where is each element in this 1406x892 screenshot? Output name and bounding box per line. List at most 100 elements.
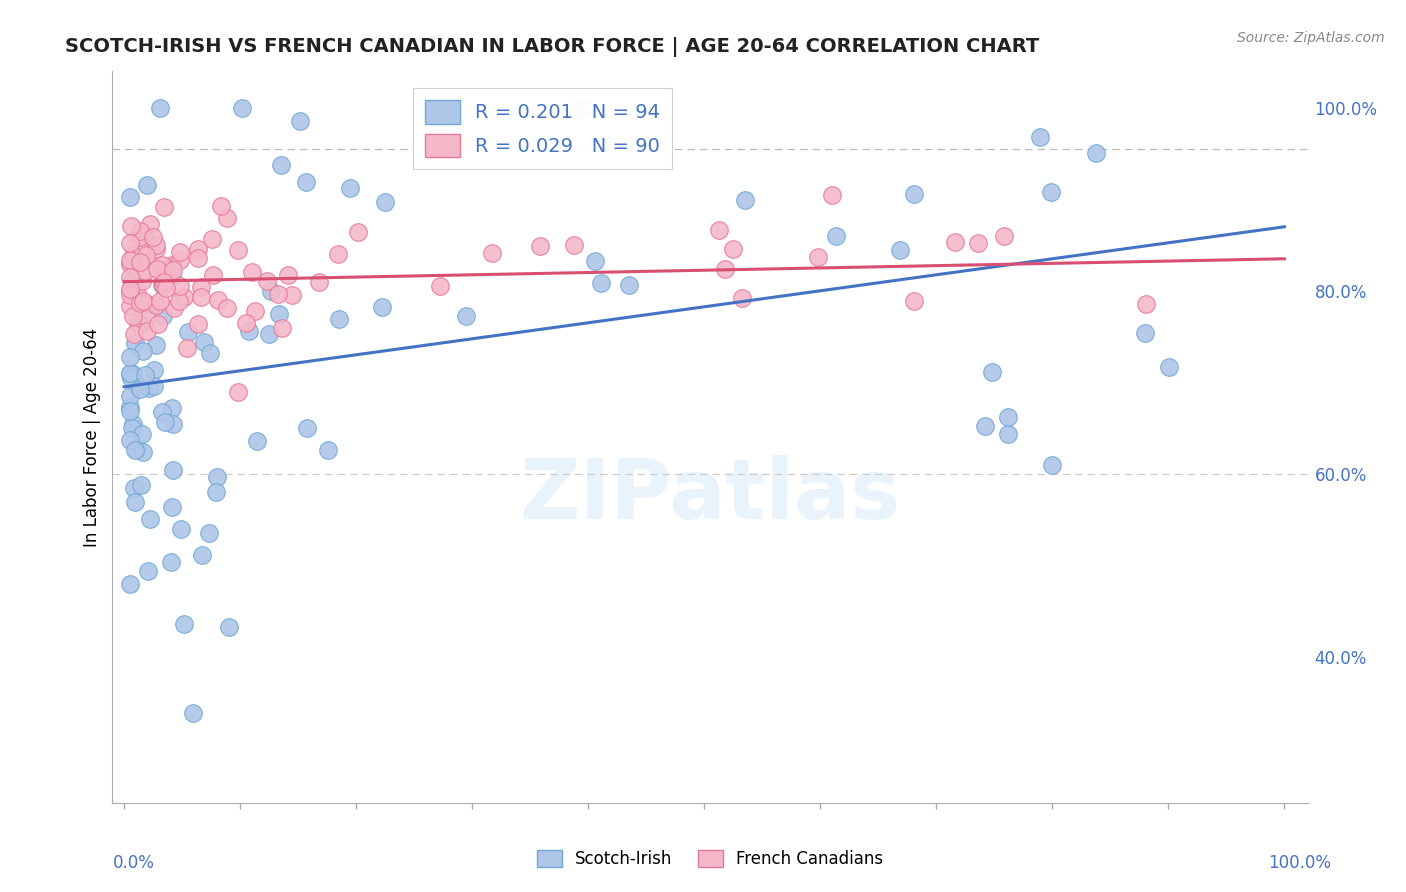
Point [169, 294, 191, 309]
Legend: Scotch-Irish, French Canadians: Scotch-Irish, French Canadians [530, 844, 890, 875]
Point [118, 190, 141, 204]
Point [1133, 326, 1156, 340]
Point [121, 420, 143, 434]
Point [122, 247, 145, 261]
Point [197, 525, 219, 540]
Point [160, 554, 183, 568]
Point [129, 477, 152, 491]
Point [139, 218, 162, 232]
Point [240, 265, 263, 279]
Point [155, 281, 177, 295]
Point [118, 577, 141, 591]
Point [135, 310, 157, 324]
Point [129, 224, 152, 238]
Point [152, 278, 174, 293]
Point [153, 275, 176, 289]
Point [207, 293, 229, 308]
Point [118, 366, 141, 380]
Point [967, 236, 990, 251]
Point [256, 274, 278, 288]
Point [124, 261, 146, 276]
Point [122, 481, 145, 495]
Point [122, 327, 145, 342]
Point [149, 294, 172, 309]
Point [118, 282, 141, 296]
Point [136, 564, 159, 578]
Point [142, 363, 165, 377]
Point [201, 232, 224, 246]
Point [122, 368, 145, 382]
Point [129, 317, 152, 331]
Point [271, 321, 294, 335]
Text: ZIPatlas: ZIPatlas [520, 455, 900, 536]
Point [131, 253, 153, 268]
Point [153, 416, 176, 430]
Point [176, 341, 198, 355]
Point [169, 245, 191, 260]
Point [339, 181, 361, 195]
Point [218, 620, 240, 634]
Point [903, 186, 925, 201]
Point [146, 261, 169, 276]
Point [150, 258, 173, 272]
Point [122, 417, 145, 431]
Point [187, 252, 209, 266]
Point [145, 337, 167, 351]
Point [145, 238, 167, 252]
Point [160, 268, 183, 282]
Point [997, 427, 1019, 442]
Point [135, 324, 157, 338]
Point [187, 317, 209, 331]
Point [138, 381, 160, 395]
Point [145, 298, 167, 312]
Point [118, 388, 141, 402]
Point [903, 293, 925, 308]
Point [215, 301, 238, 316]
Point [1135, 296, 1157, 310]
Point [155, 273, 177, 287]
Point [591, 277, 613, 291]
Point [974, 419, 997, 434]
Point [118, 350, 141, 364]
Point [205, 484, 228, 499]
Point [207, 470, 229, 484]
Point [129, 296, 152, 310]
Point [125, 285, 148, 300]
Point [191, 549, 214, 563]
Point [328, 312, 350, 326]
Point [259, 285, 281, 299]
Point [177, 325, 200, 339]
Point [160, 500, 183, 514]
Point [257, 326, 280, 341]
Point [226, 243, 249, 257]
Point [564, 237, 586, 252]
Point [118, 400, 141, 414]
Point [142, 229, 165, 244]
Point [169, 278, 191, 293]
Point [1039, 185, 1062, 199]
Point [481, 245, 503, 260]
Point [993, 228, 1015, 243]
Point [193, 335, 215, 350]
Point [723, 242, 745, 256]
Point [134, 244, 156, 259]
Point [136, 297, 159, 311]
Point [124, 494, 146, 508]
Y-axis label: In Labor Force | Age 20-64: In Labor Force | Age 20-64 [83, 327, 101, 547]
Point [889, 243, 911, 257]
Point [120, 371, 142, 385]
Point [124, 336, 146, 351]
Point [1084, 145, 1107, 160]
Point [1159, 360, 1181, 375]
Point [181, 706, 204, 720]
Point [997, 410, 1019, 425]
Point [243, 304, 266, 318]
Point [135, 248, 157, 262]
Point [118, 270, 141, 285]
Point [121, 275, 143, 289]
Point [128, 230, 150, 244]
Point [295, 421, 318, 435]
Point [270, 158, 292, 172]
Point [267, 286, 290, 301]
Point [238, 324, 260, 338]
